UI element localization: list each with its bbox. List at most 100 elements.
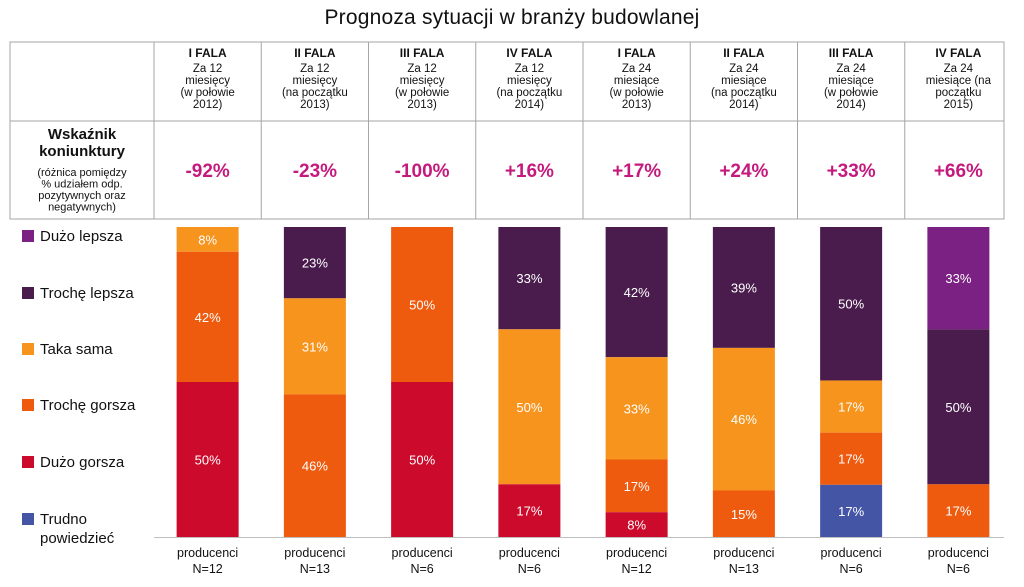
wave-period: Za 12 bbox=[407, 63, 436, 75]
kpi-value: +17% bbox=[612, 161, 661, 182]
sample-label: N=12 bbox=[193, 562, 223, 576]
wave-period: Za 12 bbox=[515, 63, 544, 75]
header-table-border bbox=[9, 41, 1005, 220]
legend-label: Taka sama bbox=[40, 341, 113, 358]
wave-period: 2015) bbox=[944, 99, 974, 111]
legend-swatch bbox=[22, 230, 34, 242]
wave-period: (w połowie bbox=[395, 87, 449, 99]
wave-period: 2013) bbox=[622, 99, 652, 111]
wave-period: Za 24 bbox=[729, 63, 759, 75]
wave-period: miesięcy bbox=[293, 75, 338, 87]
bar-segment bbox=[605, 512, 668, 537]
kpi-note: % udziałem odp. bbox=[41, 179, 122, 191]
wave-period: Za 24 bbox=[944, 63, 974, 75]
kpi-value: +66% bbox=[934, 161, 983, 182]
bar-segment bbox=[820, 484, 883, 537]
legend-label: Trochę lepsza bbox=[40, 285, 134, 302]
bar-segment-label: 17% bbox=[624, 479, 650, 494]
bar-segment bbox=[391, 382, 454, 537]
bar-segment bbox=[927, 484, 990, 537]
bar-segment-label: 39% bbox=[731, 280, 757, 295]
wave-period: (na początku bbox=[496, 87, 562, 99]
sample-label: producenci bbox=[928, 546, 989, 560]
bar-segment-label: 50% bbox=[516, 400, 542, 415]
legend-swatch bbox=[22, 343, 34, 355]
bar-segment-label: 50% bbox=[945, 400, 971, 415]
bar-segment-label: 23% bbox=[302, 256, 328, 271]
bar-segment bbox=[927, 329, 990, 485]
wave-period: miesięcy bbox=[507, 75, 552, 87]
wave-name: II FALA bbox=[723, 46, 765, 60]
bar-segment-label: 33% bbox=[516, 271, 542, 286]
bar-segment-label: 33% bbox=[624, 401, 650, 416]
sample-label: N=13 bbox=[729, 562, 759, 576]
wave-period: 2014) bbox=[515, 99, 545, 111]
bar-segment bbox=[605, 459, 668, 513]
bar-segment-label: 31% bbox=[302, 339, 328, 354]
legend-swatch bbox=[22, 513, 34, 525]
legend-label: powiedzieć bbox=[40, 530, 115, 547]
bar-segment-label: 46% bbox=[731, 412, 757, 427]
sample-label: N=12 bbox=[622, 562, 652, 576]
wave-name: I FALA bbox=[618, 46, 656, 60]
wave-period: 2012) bbox=[193, 99, 223, 111]
legend-label: Trudno bbox=[40, 511, 87, 528]
wave-period: miesiące bbox=[721, 75, 766, 87]
wave-period: miesięcy bbox=[185, 75, 230, 87]
kpi-value: +24% bbox=[719, 161, 768, 182]
bar-segment-label: 46% bbox=[302, 459, 328, 474]
wave-period: Za 24 bbox=[836, 63, 866, 75]
wave-period: (w połowie bbox=[609, 87, 663, 99]
wave-name: III FALA bbox=[829, 46, 874, 60]
wave-period: 2013) bbox=[407, 99, 437, 111]
wave-period: Za 24 bbox=[622, 63, 652, 75]
sample-label: producenci bbox=[177, 546, 238, 560]
bar-segment bbox=[498, 484, 561, 537]
sample-label: N=6 bbox=[947, 562, 970, 576]
bar-segment-label: 17% bbox=[516, 504, 542, 519]
bar-segment bbox=[605, 357, 668, 460]
legend-swatch bbox=[22, 456, 34, 468]
legend-swatch bbox=[22, 287, 34, 299]
wave-period: 2014) bbox=[729, 99, 759, 111]
kpi-value: -23% bbox=[293, 161, 337, 182]
bar-segment bbox=[283, 298, 346, 395]
bar-segment bbox=[605, 227, 668, 358]
bar-segment-label: 17% bbox=[838, 504, 864, 519]
sample-label: N=13 bbox=[300, 562, 330, 576]
kpi-note: negatywnych) bbox=[48, 202, 116, 214]
wave-name: II FALA bbox=[294, 46, 336, 60]
bar-segment bbox=[820, 432, 883, 485]
bar-segment-label: 8% bbox=[627, 518, 646, 533]
wave-period: Za 12 bbox=[300, 63, 329, 75]
sample-label: N=6 bbox=[839, 562, 862, 576]
bar-segment-label: 17% bbox=[838, 452, 864, 467]
bar-segment bbox=[498, 329, 561, 485]
wave-period: miesięcy bbox=[400, 75, 445, 87]
bar-segment bbox=[712, 347, 775, 491]
sample-label: producenci bbox=[713, 546, 774, 560]
legend-label: Dużo lepsza bbox=[40, 228, 123, 245]
bar-segment-label: 17% bbox=[945, 504, 971, 519]
sample-label: N=6 bbox=[518, 562, 541, 576]
wave-period: miesiące (na bbox=[926, 75, 992, 87]
wave-name: III FALA bbox=[400, 46, 445, 60]
sample-label: producenci bbox=[606, 546, 667, 560]
bar-segment-label: 50% bbox=[838, 297, 864, 312]
wave-period: 2013) bbox=[300, 99, 330, 111]
bar-segment bbox=[712, 227, 775, 348]
bar-segment-label: 17% bbox=[838, 400, 864, 415]
bar-segment bbox=[712, 490, 775, 537]
bar-segment bbox=[498, 227, 561, 330]
wave-period: (na początku bbox=[711, 87, 777, 99]
bar-segment bbox=[283, 227, 346, 299]
bar-segment-label: 8% bbox=[198, 232, 217, 247]
wave-period: (w połowie bbox=[824, 87, 878, 99]
sample-label: producenci bbox=[821, 546, 882, 560]
bar-segment-label: 15% bbox=[731, 507, 757, 522]
bar-segment bbox=[283, 394, 346, 537]
bar-segment-label: 33% bbox=[945, 271, 971, 286]
wave-period: początku bbox=[935, 87, 981, 99]
kpi-title: Wskaźnik bbox=[48, 126, 117, 143]
bar-segment bbox=[176, 251, 239, 382]
